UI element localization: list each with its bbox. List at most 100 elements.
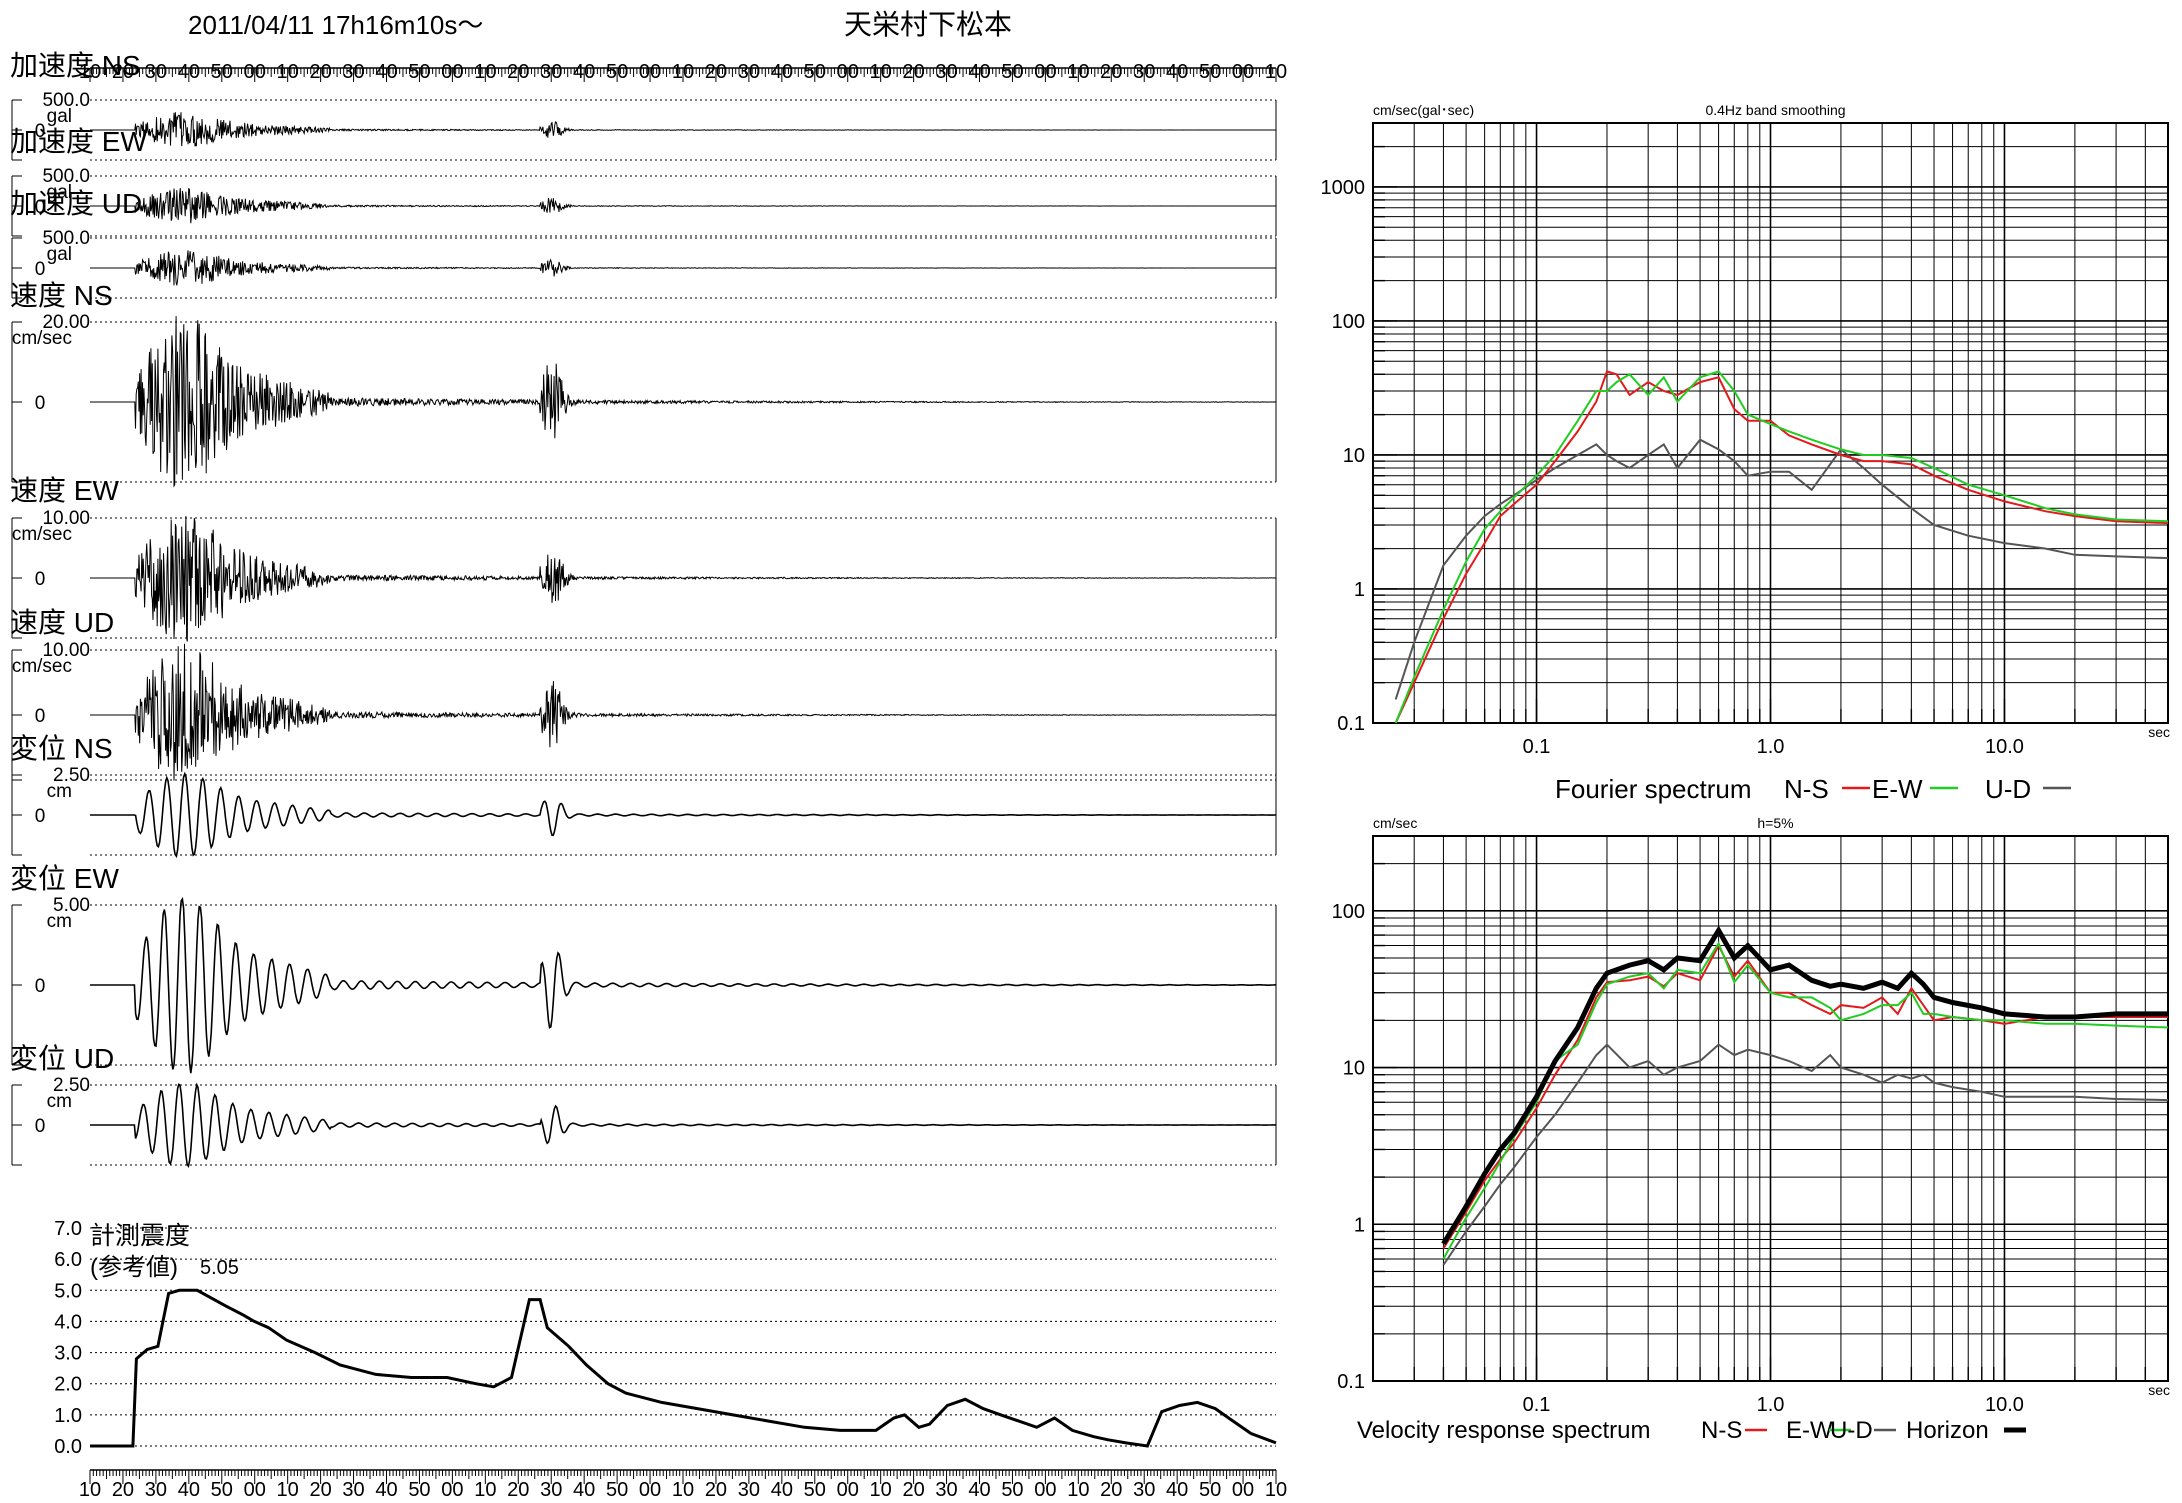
waveform-title: 加速度 NS [10, 50, 141, 81]
velocity-response-chart: 0.1 1.0 10.0 sec 100 10 1 0.1 cm/sec h=5% [1332, 815, 2170, 1416]
y-tick-label: 1 [1354, 579, 1365, 601]
x-tick-label: 0.1 [1523, 1394, 1551, 1416]
y-tick-label: 0.1 [1337, 713, 1365, 735]
time-axis-top-label: 30 [145, 61, 167, 83]
waveform-zero-label: 0 [35, 1116, 46, 1137]
time-axis-bottom-label: 10 [672, 1479, 694, 1501]
time-axis-bottom-label: 50 [1199, 1479, 1221, 1501]
time-axis-top-label: 50 [1001, 61, 1023, 83]
time-axis-bottom-label: 10 [79, 1479, 101, 1501]
time-axis-top-label: 30 [1133, 61, 1155, 83]
y-tick-label: 10 [1343, 1058, 1365, 1080]
waveform-unit: cm [47, 781, 72, 802]
time-axis-bottom-label: 20 [705, 1479, 727, 1501]
intensity-subtitle: (参考値) [90, 1254, 178, 1281]
time-axis-bottom-label: 40 [178, 1479, 200, 1501]
time-axis-bottom-label: 20 [112, 1479, 134, 1501]
time-axis-top-label: 40 [771, 61, 793, 83]
time-axis-bottom-label: 50 [606, 1479, 628, 1501]
time-axis-top-label: 20 [309, 61, 331, 83]
time-axis-bottom-label: 20 [902, 1479, 924, 1501]
legend-label: E-W [1872, 774, 1923, 804]
waveform-max-label: 20.00 [42, 312, 90, 333]
time-axis-top-label: 00 [244, 61, 266, 83]
time-axis-top-label: 40 [968, 61, 990, 83]
time-axis-top-label: 00 [1232, 61, 1254, 83]
time-axis-bottom-label: 50 [408, 1479, 430, 1501]
intensity-y-label: 7.0 [54, 1218, 82, 1240]
waveform-max-label: 5.00 [53, 895, 90, 916]
waveform-unit: gal [47, 244, 72, 265]
waveform-zero-label: 0 [35, 806, 46, 827]
time-axis-top-label: 40 [573, 61, 595, 83]
intensity-y-label: 0.0 [54, 1436, 82, 1458]
x-tick-label: 10.0 [1985, 1394, 2024, 1416]
time-axis-top-label: 00 [1034, 61, 1056, 83]
intensity-y-label: 4.0 [54, 1311, 82, 1333]
record-datetime: 2011/04/11 17h16m10s～ [188, 10, 483, 40]
waveform-title: 速度 EW [10, 475, 119, 506]
time-axis-bottom-label: 00 [639, 1479, 661, 1501]
time-axis-bottom-label: 30 [935, 1479, 957, 1501]
time-axis-bottom-label: 40 [771, 1479, 793, 1501]
waveform-title: 変位 NS [10, 733, 113, 764]
time-axis-bottom-label: 20 [1100, 1479, 1122, 1501]
time-axis-bottom-label: 00 [837, 1479, 859, 1501]
legend-label: N-S [1784, 774, 1829, 804]
waveform-unit: gal [47, 182, 72, 203]
waveform-unit: cm/sec [12, 524, 72, 545]
time-axis-bottom-label: 20 [309, 1479, 331, 1501]
waveform-title: 速度 NS [10, 280, 113, 311]
legend-label: U-D [1830, 1417, 1873, 1444]
waveform-max-label: 500.0 [42, 228, 90, 249]
time-axis-bottom-label: 50 [211, 1479, 233, 1501]
y-tick-label: 100 [1332, 311, 1365, 333]
x-tick-label: 1.0 [1757, 736, 1785, 758]
fourier-legend-title: Fourier spectrum [1555, 774, 1752, 804]
intensity-line [90, 1288, 1277, 1448]
waveform-zero-label: 0 [35, 393, 46, 414]
x-tick-label: 0.1 [1523, 736, 1551, 758]
series-line-e-w [1442, 941, 2169, 1260]
y-unit-label: cm/sec(gal･sec) [1373, 102, 1474, 118]
time-axis-top-label: 50 [211, 61, 233, 83]
time-axis-top-label: 10 [672, 61, 694, 83]
waveform-zero-label: 0 [35, 121, 46, 142]
intensity-y-label: 1.0 [54, 1405, 82, 1427]
x-unit-label: sec [2148, 1382, 2170, 1398]
time-axis-top-label: 20 [1100, 61, 1122, 83]
time-axis-top-label: 20 [705, 61, 727, 83]
legend-label: N-S [1701, 1417, 1742, 1444]
series-line-u-d [1442, 1043, 2169, 1266]
time-axis-top-label: 20 [112, 61, 134, 83]
time-axis-bottom-label: 10 [277, 1479, 299, 1501]
time-axis-bottom-label: 00 [441, 1479, 463, 1501]
y-tick-label: 1 [1354, 1214, 1365, 1236]
time-axis-top-label: 20 [902, 61, 924, 83]
time-axis-bottom-label: 10 [1265, 1479, 1287, 1501]
waveform-title: 変位 EW [10, 863, 119, 894]
time-axis-top-label: 40 [178, 61, 200, 83]
waveform-unit: cm/sec [12, 328, 72, 349]
time-axis-top: 10 20 30 40 50 00 10 20 30 40 50 00 10 20 30 40 50 00 10 20… [79, 61, 1287, 83]
time-axis-top-label: 20 [507, 61, 529, 83]
time-axis-top-label: 10 [277, 61, 299, 83]
time-axis-top-label: 10 [474, 61, 496, 83]
waveform-zero-label: 0 [35, 197, 46, 218]
intensity-y-label: 2.0 [54, 1374, 82, 1396]
waveform-zero-label: 0 [35, 569, 46, 590]
time-axis-top-label: 50 [1199, 61, 1221, 83]
time-axis-bottom-label: 10 [474, 1479, 496, 1501]
time-axis-bottom-label: 30 [342, 1479, 364, 1501]
time-axis-top-label: 40 [375, 61, 397, 83]
intensity-max-value: 5.05 [200, 1257, 239, 1279]
waveform-unit: cm/sec [12, 656, 72, 677]
waveform-max-label: 10.00 [42, 640, 90, 661]
velocity-legend: Velocity response spectrum N-S E-WU-D Horiz… [1357, 1417, 2026, 1444]
